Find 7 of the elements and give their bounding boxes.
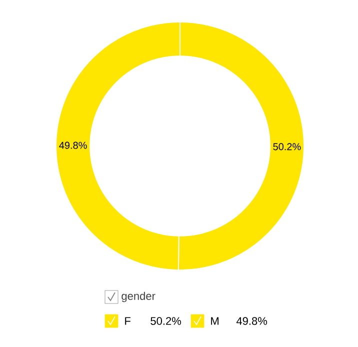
legend-label: M — [211, 317, 218, 325]
data-label: 49.8% — [59, 142, 87, 149]
data-label: 50.2% — [273, 143, 301, 150]
text: 49.8% — [236, 317, 267, 325]
legend-title: gender — [122, 292, 156, 302]
text: 50.2% — [150, 317, 181, 325]
legend-label: F — [125, 317, 130, 325]
